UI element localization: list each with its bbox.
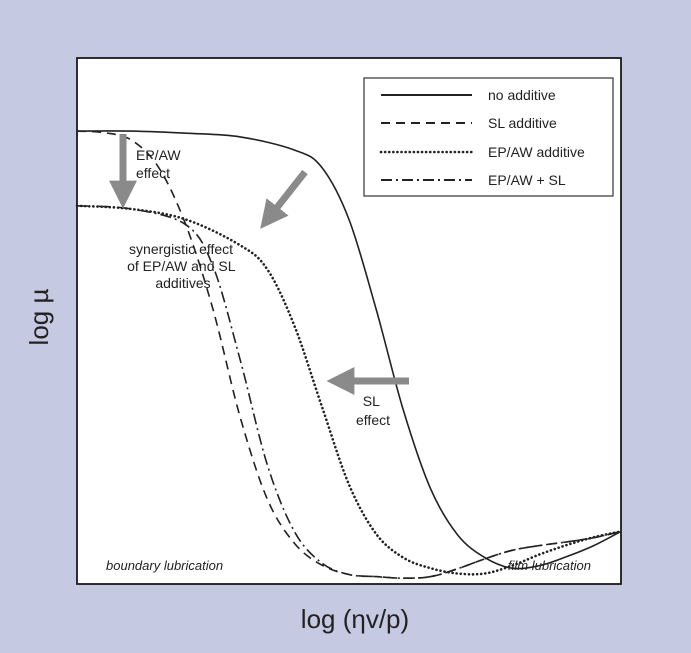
- legend-label-no-additive: no additive: [488, 87, 556, 103]
- y-axis-label: log µ: [24, 289, 54, 346]
- series-line-3: [76, 205, 622, 580]
- legend-label-sl-additive: SL additive: [488, 115, 557, 131]
- legend-box: [363, 77, 614, 197]
- sl-effect-label: SL effect: [356, 393, 390, 428]
- synergistic-effect-arrow: [260, 169, 308, 229]
- series-line-2: [75, 204, 623, 576]
- legend-label-ep-aw-sl: EP/AW + SL: [488, 172, 566, 188]
- legend-label-ep-aw-additive: EP/AW additive: [488, 144, 585, 160]
- synergistic-effect-label: synergistic effect of EP/AW and SL addit…: [127, 241, 239, 291]
- series-line-0: [76, 130, 622, 570]
- x-axis-label: log (ηv/p): [301, 604, 409, 634]
- region-label-film: film lubrication: [508, 558, 591, 573]
- legend: no additive SL additive EP/AW additive E…: [363, 77, 614, 197]
- series-layer: [75, 130, 623, 580]
- ep-aw-effect-label: EP/AW effect: [136, 147, 185, 181]
- region-label-boundary: boundary lubrication: [106, 558, 223, 573]
